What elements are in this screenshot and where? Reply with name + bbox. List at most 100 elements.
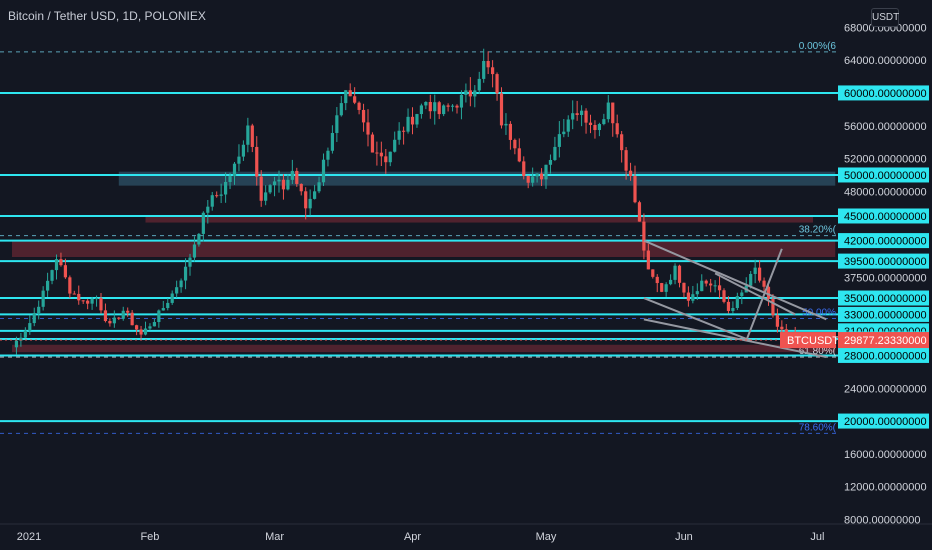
- zone: [145, 215, 813, 223]
- candle-body: [726, 301, 731, 311]
- fib-label: 50.00%: [802, 308, 836, 319]
- price-tick-label: 24000.00000000: [844, 383, 927, 395]
- candle-body: [268, 185, 272, 193]
- price-tag: [838, 290, 929, 306]
- candle-body: [655, 276, 659, 284]
- candle-body: [419, 105, 423, 115]
- candle-body: [379, 152, 383, 157]
- candle-body: [410, 116, 415, 125]
- candle-body: [504, 123, 508, 126]
- candle-body: [428, 102, 432, 112]
- price-tag: [838, 208, 929, 224]
- candle-body: [646, 250, 650, 270]
- candle-body: [575, 113, 579, 115]
- candle-body: [566, 119, 570, 132]
- candle-body: [366, 122, 370, 135]
- candle-body: [539, 173, 544, 180]
- price-tick-label: 39500.00000000: [844, 256, 927, 268]
- last-price-tag: [838, 332, 929, 349]
- candle-body: [255, 146, 259, 177]
- candle-body: [175, 287, 179, 294]
- price-tick-label: 52000.00000000: [844, 154, 927, 166]
- candle-body: [775, 315, 779, 327]
- candle-body: [135, 325, 139, 330]
- candle-body: [201, 212, 205, 234]
- zone: [12, 240, 836, 258]
- candle-body: [406, 116, 410, 132]
- candle-body: [344, 90, 348, 104]
- candle-body: [112, 317, 116, 324]
- candle-body: [477, 78, 481, 91]
- candle-body: [499, 93, 504, 126]
- candle-body: [597, 124, 601, 131]
- price-tag: [838, 306, 929, 322]
- candle-body: [771, 298, 775, 316]
- candle-body: [717, 285, 722, 291]
- candle-body: [277, 179, 281, 182]
- candle-body: [562, 131, 566, 135]
- candle-body: [321, 159, 326, 183]
- candle-body: [571, 113, 575, 120]
- candle-body: [130, 312, 134, 326]
- candle-body: [72, 293, 76, 295]
- currency-badge[interactable]: USDT: [871, 8, 899, 27]
- candle-body: [620, 134, 624, 151]
- candle-body: [219, 194, 223, 196]
- candle-body: [664, 284, 668, 292]
- candle-body: [526, 175, 530, 183]
- candle-body: [197, 233, 201, 245]
- price-tick-label: 8000.00000000: [844, 515, 920, 527]
- candle-body: [81, 300, 85, 302]
- candle-body: [290, 170, 294, 180]
- candle-body: [450, 105, 455, 107]
- candle-body: [286, 179, 290, 190]
- candle-body: [517, 148, 521, 162]
- price-tag: [838, 233, 929, 249]
- price-tick-label: 16000.00000000: [844, 449, 927, 461]
- candle-body: [264, 192, 268, 201]
- price-tick-label: 48000.00000000: [844, 186, 927, 198]
- candle-body: [224, 181, 228, 195]
- candle-body: [330, 132, 334, 151]
- time-tick-label: May: [536, 531, 557, 543]
- time-axis: 2021 Feb Mar Apr May Jun Jul: [0, 523, 932, 543]
- trendline: [643, 297, 752, 342]
- price-tick-label: 28000.00000000: [844, 350, 927, 362]
- candle-body: [486, 60, 490, 68]
- candle-body: [237, 156, 241, 164]
- time-tick-label: Jun: [675, 531, 693, 543]
- price-tick-label: 64000.00000000: [844, 55, 927, 67]
- chart-title: Bitcoin / Tether USD, 1D, POLONIEX: [8, 9, 206, 23]
- fib-label: 0.00%(6: [799, 41, 837, 52]
- candle-body: [335, 115, 339, 133]
- candle-body: [121, 310, 125, 319]
- candle-body: [709, 283, 713, 286]
- candle-body: [673, 265, 677, 280]
- candle-body: [295, 170, 299, 184]
- candle-body: [384, 156, 388, 163]
- candle-body: [753, 267, 757, 274]
- last-price-label: 29877.23330000: [844, 335, 927, 347]
- candle-body: [731, 307, 735, 311]
- candle-body: [758, 267, 762, 281]
- price-tick-label: 20000.00000000: [844, 416, 927, 428]
- candle-body: [637, 202, 642, 222]
- candle-body: [402, 130, 406, 132]
- candle-body: [544, 164, 548, 180]
- candle-body: [468, 90, 472, 97]
- candle-body: [628, 170, 633, 176]
- trendline: [745, 248, 783, 342]
- candle-body: [148, 326, 152, 329]
- candle-body: [170, 293, 174, 303]
- candle-body: [784, 329, 788, 333]
- candle-body: [59, 259, 63, 266]
- candle-body: [691, 294, 695, 301]
- candle-body: [602, 119, 606, 125]
- candle-body: [766, 286, 771, 299]
- symbol-label: BTCUSDT: [787, 335, 839, 347]
- candle-body: [669, 279, 673, 285]
- candle-body: [433, 102, 437, 112]
- candle-body: [210, 195, 214, 207]
